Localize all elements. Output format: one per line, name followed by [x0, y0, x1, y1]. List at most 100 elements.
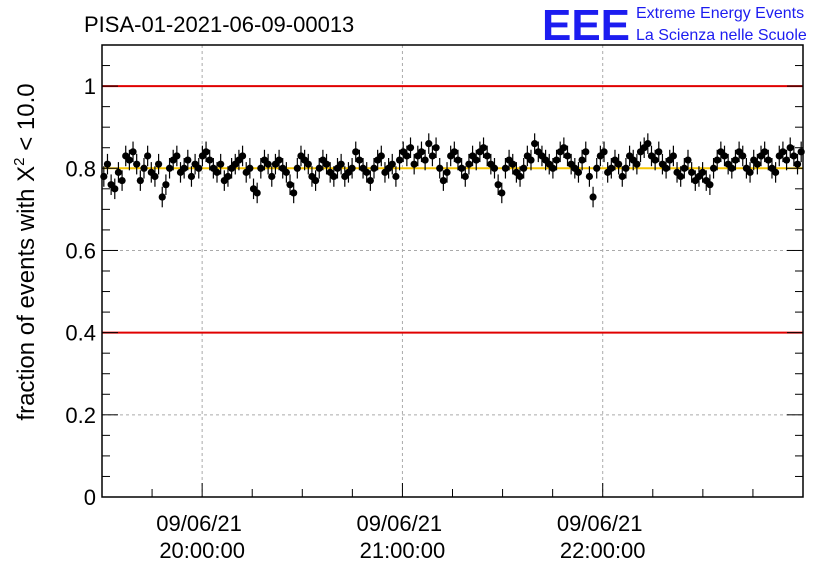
data-point: [651, 156, 659, 164]
data-point: [443, 168, 451, 176]
data-point: [217, 160, 225, 168]
data-point: [593, 164, 601, 172]
data-point: [516, 172, 524, 181]
y-tick-label: 0: [84, 485, 96, 510]
data-point: [165, 164, 174, 172]
data-point: [304, 160, 312, 168]
data-point: [560, 144, 568, 152]
x-tick-date: 09/06/21: [357, 511, 443, 536]
y-axis-label-superscript: 2: [11, 157, 28, 165]
x-tick-label: 09/06/21 20:00:00: [156, 511, 248, 563]
eee-logo-letters: EEE: [542, 1, 630, 50]
data-point: [655, 148, 663, 156]
y-tick-label: 0.4: [65, 321, 96, 346]
data-point: [421, 156, 429, 164]
data-point: [563, 152, 572, 160]
data-point: [337, 160, 345, 168]
data-point: [779, 148, 787, 156]
eee-logo: EEE Extreme Energy Events La Scienza nel…: [542, 1, 807, 50]
data-point: [461, 172, 469, 181]
data-point: [238, 152, 247, 160]
data-point: [195, 164, 203, 172]
data-point: [388, 160, 396, 168]
data-point: [392, 172, 400, 181]
data-point: [428, 152, 437, 160]
data-point: [790, 152, 798, 160]
x-tick-labels: 09/06/21 20:00:00 09/06/21 21:00:00 09/0…: [156, 511, 646, 563]
data-point: [589, 193, 597, 201]
data-point: [618, 172, 626, 181]
data-point: [417, 148, 426, 156]
y-axis-label-suffix: < 10.0: [13, 83, 40, 157]
y-axis-label-prefix: fraction of events with X: [13, 166, 40, 421]
data-point: [129, 148, 137, 156]
x-tick-time: 20:00:00: [159, 538, 245, 563]
data-point: [275, 156, 283, 164]
y-axis-label: fraction of events with X2 < 10.0: [11, 83, 40, 420]
data-point: [322, 160, 331, 168]
data-point: [786, 144, 794, 152]
data-point: [644, 140, 652, 148]
data-point: [180, 164, 188, 172]
data-point: [140, 164, 148, 172]
data-point: [290, 189, 298, 197]
data-point: [684, 156, 692, 164]
data-point: [184, 156, 192, 164]
data-point: [706, 181, 714, 189]
data-point: [739, 152, 747, 160]
data-point: [213, 168, 221, 176]
data-points: [100, 133, 805, 208]
data-point: [746, 168, 754, 176]
data-point: [268, 172, 276, 181]
data-point: [202, 148, 210, 156]
eee-logo-line2: La Scienza nelle Scuole: [636, 27, 807, 44]
y-tick-labels: 0 0.2 0.4 0.6 0.8 1: [65, 74, 96, 510]
x-tick-date: 09/06/21: [156, 511, 242, 536]
data-point: [151, 172, 159, 181]
data-point: [472, 156, 480, 164]
data-point: [761, 148, 769, 156]
data-point: [370, 164, 378, 172]
data-point: [103, 160, 112, 168]
data-point: [793, 160, 802, 168]
data-point: [377, 152, 385, 160]
data-point: [355, 156, 363, 164]
data-point: [585, 172, 594, 181]
data-point: [731, 156, 740, 164]
data-point: [432, 144, 440, 152]
data-point: [454, 156, 462, 164]
data-point: [133, 160, 141, 168]
data-point: [111, 185, 119, 193]
data-point: [713, 156, 721, 164]
data-point: [286, 181, 294, 189]
data-point: [450, 148, 458, 156]
data-point: [395, 156, 404, 164]
data-point: [549, 164, 557, 172]
data-point: [253, 189, 261, 197]
data-point: [578, 156, 586, 164]
data-point: [206, 156, 214, 164]
data-point: [764, 156, 772, 164]
y-tick-label: 0.2: [65, 403, 96, 428]
data-point: [352, 148, 360, 156]
data-point: [677, 172, 685, 181]
data-point: [479, 144, 488, 152]
data-point: [293, 164, 301, 172]
data-point: [615, 160, 623, 168]
data-point: [162, 181, 170, 189]
x-tick-time: 22:00:00: [560, 538, 646, 563]
data-point: [330, 172, 338, 181]
data-point: [154, 160, 163, 168]
data-point: [406, 144, 415, 152]
data-point: [257, 164, 265, 172]
data-point: [315, 164, 323, 172]
data-point: [264, 160, 272, 168]
data-point: [520, 164, 528, 172]
data-point: [720, 152, 729, 160]
data-point: [531, 140, 539, 148]
x-tick-label: 09/06/21 21:00:00: [357, 511, 449, 563]
data-point: [582, 148, 590, 156]
data-point: [698, 168, 707, 176]
data-point: [483, 152, 491, 160]
